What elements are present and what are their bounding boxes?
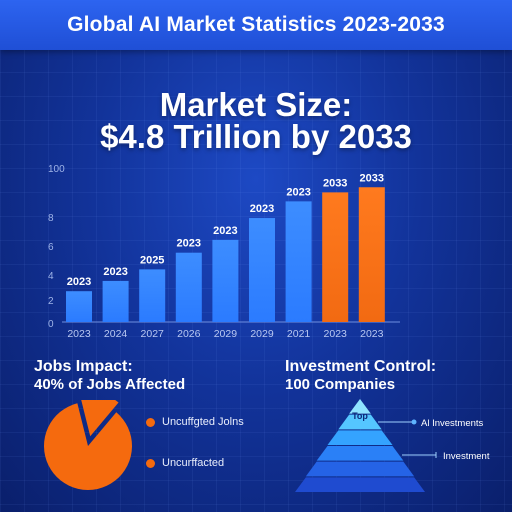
pyramid-level	[295, 477, 425, 492]
legend-dot-icon	[146, 458, 155, 468]
title-bar: Global AI Market Statistics 2023-2033	[0, 0, 512, 50]
bar	[249, 218, 275, 322]
x-tick-label: 2026	[177, 328, 201, 340]
bar-data-label: 2025	[140, 254, 164, 266]
legend-item-unaffected: Uncurffacted	[146, 457, 224, 469]
bar	[285, 201, 312, 322]
bar-data-label: 2033	[360, 172, 384, 184]
bar	[175, 252, 202, 322]
bar	[322, 192, 349, 322]
jobs-impact-title: Jobs Impact:	[34, 358, 133, 375]
page-title: Global AI Market Statistics 2023-2033	[67, 13, 445, 36]
connector-dot-icon	[411, 419, 417, 425]
bar-data-label: 2023	[286, 186, 310, 198]
pyramid-level	[338, 414, 382, 430]
pyramid-label: Al Investments	[421, 418, 484, 429]
pyramid-top-label: Top	[352, 411, 368, 421]
headline-line-1: Market Size:	[159, 86, 353, 123]
y-tick-label: 4	[48, 271, 54, 282]
legend-label: Uncurffacted	[162, 457, 225, 469]
legend-label: Uncuffgted Jolns	[162, 416, 244, 428]
y-tick-label: 100	[48, 164, 65, 175]
bar-data-label: 2023	[177, 238, 201, 250]
headline-line-2: $4.8 Trillion by 2033	[100, 118, 412, 155]
y-tick-label: 8	[48, 213, 54, 224]
investment-title: Investment Control:	[285, 358, 437, 375]
legend-item-affected: Uncuffgted Jolns	[146, 416, 244, 428]
jobs-impact-pie-chart	[44, 400, 132, 490]
bar	[212, 239, 239, 322]
pyramid-label: Investment	[443, 451, 490, 462]
x-tick-label: 2023	[360, 328, 384, 340]
x-tick-label: 2023	[324, 328, 348, 340]
x-tick-label: 2029	[214, 328, 238, 340]
jobs-impact-subtitle: 40% of Jobs Affected	[34, 376, 186, 393]
bar-data-label: 2023	[213, 225, 237, 237]
pyramid-level	[327, 430, 393, 445]
x-tick-label: 2027	[141, 328, 165, 340]
bar-data-label: 2023	[103, 266, 127, 278]
bar-data-label: 2033	[323, 177, 347, 189]
x-tick-label: 2021	[287, 328, 311, 340]
bar	[139, 269, 166, 322]
y-tick-label: 2	[48, 296, 54, 307]
y-tick-label: 6	[48, 242, 54, 253]
pie-slice-affected	[44, 403, 132, 490]
pie-slice-unaffected	[81, 400, 119, 437]
bar	[102, 280, 129, 322]
x-tick-label: 2029	[250, 328, 274, 340]
investment-subtitle: 100 Companies	[285, 376, 396, 393]
market-size-bar-chart: 0 2 4 6 8 100 2023 2023 2023 2024 2025 2027 2023 2026…	[48, 164, 400, 340]
pyramid-level	[305, 461, 415, 477]
bar-data-label: 2023	[250, 203, 274, 215]
pyramid-level	[316, 446, 404, 461]
pyramid-level	[349, 399, 371, 414]
bar	[358, 187, 385, 322]
x-tick-label: 2023	[67, 328, 91, 340]
legend-dot-icon	[146, 417, 155, 427]
y-tick-label: 0	[48, 319, 54, 330]
bar	[66, 291, 92, 322]
bar-data-label: 2023	[67, 276, 91, 288]
x-tick-label: 2024	[104, 328, 128, 340]
investment-pyramid: Top Al Investments Investment	[295, 399, 490, 492]
